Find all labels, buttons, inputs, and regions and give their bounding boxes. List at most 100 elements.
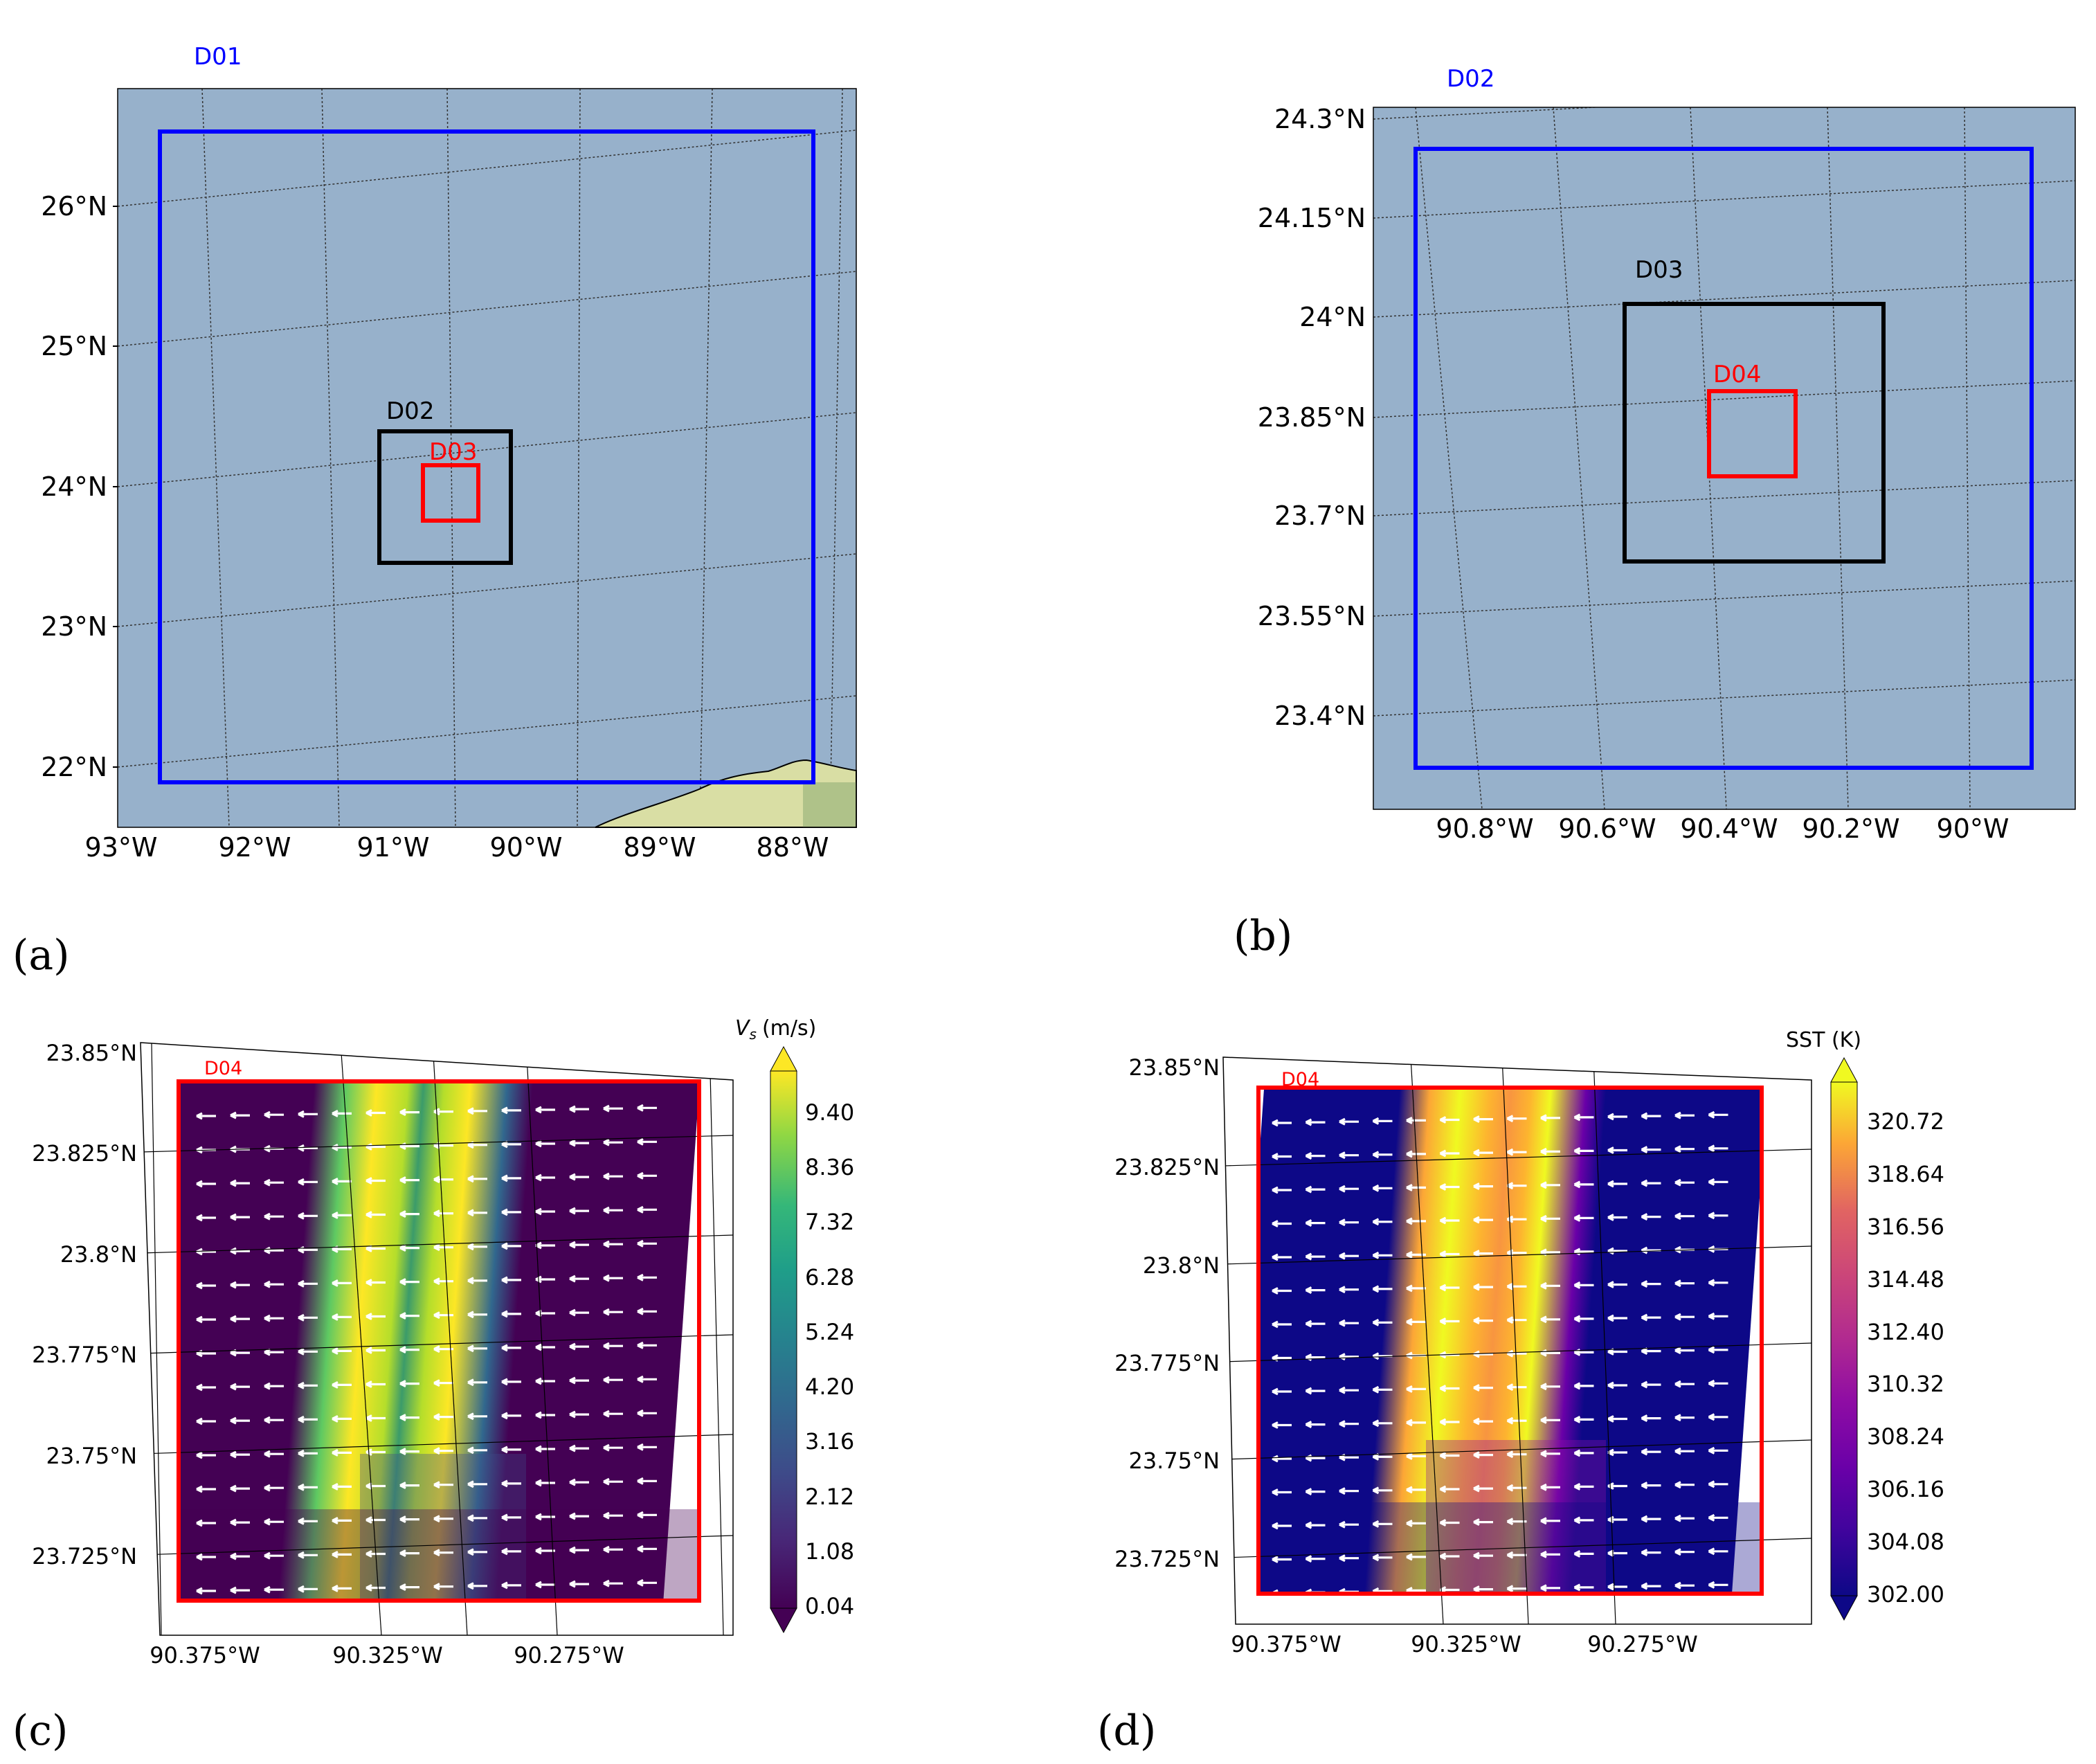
wind-arrow xyxy=(332,1347,352,1355)
wind-arrow xyxy=(535,1445,555,1453)
wind-arrow xyxy=(569,1308,589,1317)
wind-arrow xyxy=(1506,1115,1527,1123)
label-d04: D04 xyxy=(204,1058,242,1079)
wind-arrow xyxy=(196,1451,216,1459)
wind-arrow xyxy=(1674,1414,1695,1422)
wind-arrow xyxy=(433,1379,453,1387)
wind-arrow xyxy=(467,1175,487,1183)
wind-arrow xyxy=(1272,1522,1292,1530)
wind-arrow xyxy=(535,1377,555,1385)
wind-arrow xyxy=(603,1511,623,1520)
colorbar-tick: 314.48 xyxy=(1867,1266,1944,1293)
lat-tick-label: 23.4°N xyxy=(1274,701,1366,731)
lat-tick-label: 24.15°N xyxy=(1258,203,1366,233)
wind-arrow xyxy=(264,1382,284,1390)
colorbar-tick: 310.32 xyxy=(1867,1371,1944,1397)
lat-ticks: 26°N 25°N 24°N 23°N 22°N xyxy=(41,191,118,782)
colorbar-tick: 318.64 xyxy=(1867,1161,1944,1187)
wind-arrow xyxy=(1272,1488,1292,1496)
colorbar-tick: 306.16 xyxy=(1867,1476,1944,1502)
wind-arrow xyxy=(332,1482,352,1491)
wind-arrow xyxy=(1272,1421,1292,1429)
wind-arrow xyxy=(1406,1317,1426,1326)
wind-arrow xyxy=(569,1376,589,1385)
wind-arrow xyxy=(298,1517,318,1525)
wind-arrow xyxy=(1540,1517,1560,1525)
wind-arrow xyxy=(1406,1553,1426,1561)
wind-arrow xyxy=(535,1581,555,1589)
graticule xyxy=(1223,1057,1812,1624)
wind-arrow xyxy=(196,1383,216,1392)
wind-arrow xyxy=(1674,1581,1695,1590)
lon-tick-label: 90°W xyxy=(1937,813,2009,844)
wind-arrow xyxy=(1473,1216,1493,1224)
wind-arrow xyxy=(1339,1386,1359,1394)
wind-arrow xyxy=(1305,1320,1326,1328)
lat-tick-label: 24.3°N xyxy=(1274,104,1366,134)
wind-arrow xyxy=(1305,1555,1326,1563)
wind-arrow xyxy=(433,1583,453,1591)
wind-arrow xyxy=(1708,1144,1728,1153)
wind-arrow xyxy=(603,1443,623,1452)
wind-arrow xyxy=(230,1315,250,1323)
lat-tick-label: 23.85°N xyxy=(1128,1054,1220,1081)
wind-arrow xyxy=(332,1177,352,1185)
wind-arrow xyxy=(1674,1178,1695,1187)
wind-arrow xyxy=(332,1279,352,1287)
wind-arrow xyxy=(603,1308,623,1316)
lat-tick-label: 24°N xyxy=(1299,302,1366,332)
wind-arrow xyxy=(1506,1282,1527,1290)
wind-arrow xyxy=(501,1547,521,1556)
colorbar-tick: 316.56 xyxy=(1867,1214,1944,1240)
wind-arrow xyxy=(603,1376,623,1384)
lon-tick-label: 90.6°W xyxy=(1558,813,1656,844)
wind-arrow xyxy=(264,1348,284,1356)
wind-arrow xyxy=(535,1106,555,1114)
lon-tick-label: 90.325°W xyxy=(1411,1631,1521,1657)
wind-arrow xyxy=(1473,1417,1493,1425)
wind-arrow xyxy=(1305,1387,1326,1395)
wind-arrow xyxy=(1540,1416,1560,1424)
wind-arrow xyxy=(399,1210,419,1218)
wind-arrow xyxy=(1339,1252,1359,1260)
wind-arrow xyxy=(569,1173,589,1181)
wind-arrow xyxy=(1540,1147,1560,1155)
wind-arrow xyxy=(603,1274,623,1282)
wind-arrow xyxy=(298,1212,318,1220)
wind-arrow xyxy=(1708,1413,1728,1421)
wind-arrow xyxy=(1506,1316,1527,1324)
lon-tick-label: 88°W xyxy=(757,832,829,863)
colorbar-tick: 4.20 xyxy=(805,1374,854,1400)
wind-arrow xyxy=(399,1515,419,1524)
wind-arrow xyxy=(467,1548,487,1556)
label-d04: D04 xyxy=(1713,361,1761,388)
panel-label-d: (d) xyxy=(1097,1707,1156,1755)
box-d04 xyxy=(1707,389,1798,478)
wind-arrow xyxy=(1372,1318,1393,1326)
wind-arrow xyxy=(365,1211,386,1218)
box-d02 xyxy=(377,429,513,565)
ocean-background xyxy=(118,89,856,827)
wind-arrow xyxy=(298,1551,318,1559)
wind-arrow xyxy=(230,1383,250,1391)
lat-tick-label: 23.8°N xyxy=(60,1241,137,1268)
wind-arrow xyxy=(637,1545,657,1553)
wind-arrow xyxy=(1674,1514,1695,1522)
wind-arrow xyxy=(1406,1486,1426,1494)
wind-arrow xyxy=(1406,1183,1426,1191)
colorbar-tick: 5.24 xyxy=(805,1319,854,1345)
lon-tick-label: 90.375°W xyxy=(150,1642,260,1668)
wind-arrow xyxy=(1372,1554,1393,1562)
lon-tick-label: 92°W xyxy=(219,832,291,863)
wind-arrow xyxy=(501,1581,521,1590)
wind-arrow xyxy=(1641,1112,1661,1120)
wind-arrow xyxy=(1573,1583,1594,1592)
wind-arrow xyxy=(1506,1383,1527,1392)
wind-arrow xyxy=(1573,1113,1594,1122)
wind-arrow xyxy=(603,1138,623,1146)
wind-arrow xyxy=(399,1346,419,1354)
lon-ticks: 93°W 92°W 91°W 90°W 89°W 88°W xyxy=(85,832,829,863)
lat-tick-label: 23.725°N xyxy=(32,1543,137,1569)
wind-arrow xyxy=(1708,1178,1728,1186)
